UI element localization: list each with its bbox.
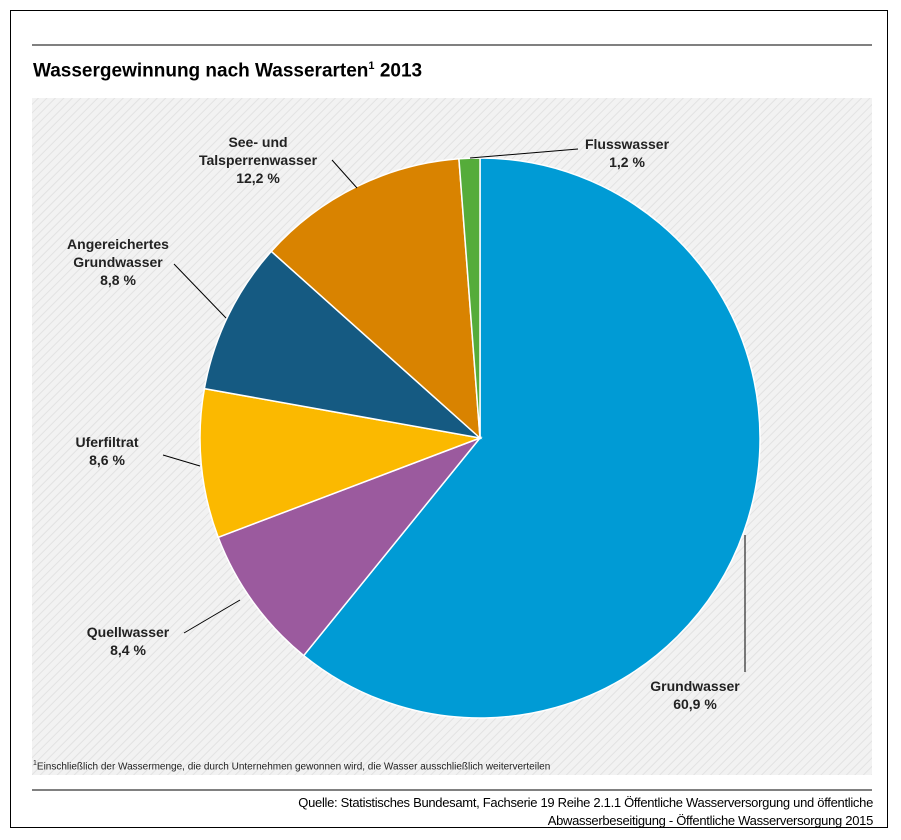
frame xyxy=(10,10,888,828)
pie-slice xyxy=(458,157,481,439)
leader-line xyxy=(331,159,358,189)
title-superscript: 1 xyxy=(368,60,375,72)
slice-label: Uferfiltrat 8,6 % xyxy=(47,433,167,469)
value-label: 8,6 % xyxy=(89,452,125,468)
slice-label: Grundwasser 60,9 % xyxy=(630,677,760,713)
pie-slice xyxy=(203,250,483,440)
slice-label: Angereichertes Grundwasser 8,8 % xyxy=(61,235,176,289)
category-label: Angereichertes Grundwasser xyxy=(67,236,169,270)
value-label: 8,4 % xyxy=(110,642,146,658)
footnote: 1Einschließlich der Wassermenge, die dur… xyxy=(33,760,550,772)
pie-slice xyxy=(217,436,483,657)
title-year: 2013 xyxy=(379,60,423,82)
pie-slice xyxy=(302,157,761,719)
slice-label: Quellwasser 8,4 % xyxy=(68,623,188,659)
title-text: Wassergewinnung nach Wasserarten xyxy=(33,60,369,82)
value-label: 60,9 % xyxy=(673,696,717,712)
slice-label: See- und Talsperrenwasser 12,2 % xyxy=(193,133,323,187)
category-label: Uferfiltrat xyxy=(75,434,139,450)
value-label: 1,2 % xyxy=(609,154,645,170)
leader-line xyxy=(173,263,227,319)
footnote-marker: 1 xyxy=(33,760,37,767)
category-label: See- und Talsperrenwasser xyxy=(198,134,318,168)
leader-line xyxy=(183,599,241,634)
category-label: Quellwasser xyxy=(86,624,170,640)
slice-label: Flusswasser 1,2 % xyxy=(567,135,687,171)
source-line: Quelle: Statistisches Bundesamt, Fachser… xyxy=(298,795,873,810)
value-label: 8,8 % xyxy=(100,272,136,288)
category-label: Grundwasser xyxy=(650,678,740,694)
value-label: 12,2 % xyxy=(236,170,280,186)
leader-line xyxy=(162,454,201,467)
category-label: Flusswasser xyxy=(584,136,670,152)
source-line: Abwasserbeseitigung - Öffentliche Wasser… xyxy=(547,813,874,828)
footnote-text: Einschließlich der Wassermenge, die durc… xyxy=(36,761,551,773)
leader-line xyxy=(469,148,579,159)
chart-title: Wassergewinnung nach Wasserarten1 2013 xyxy=(33,60,422,82)
